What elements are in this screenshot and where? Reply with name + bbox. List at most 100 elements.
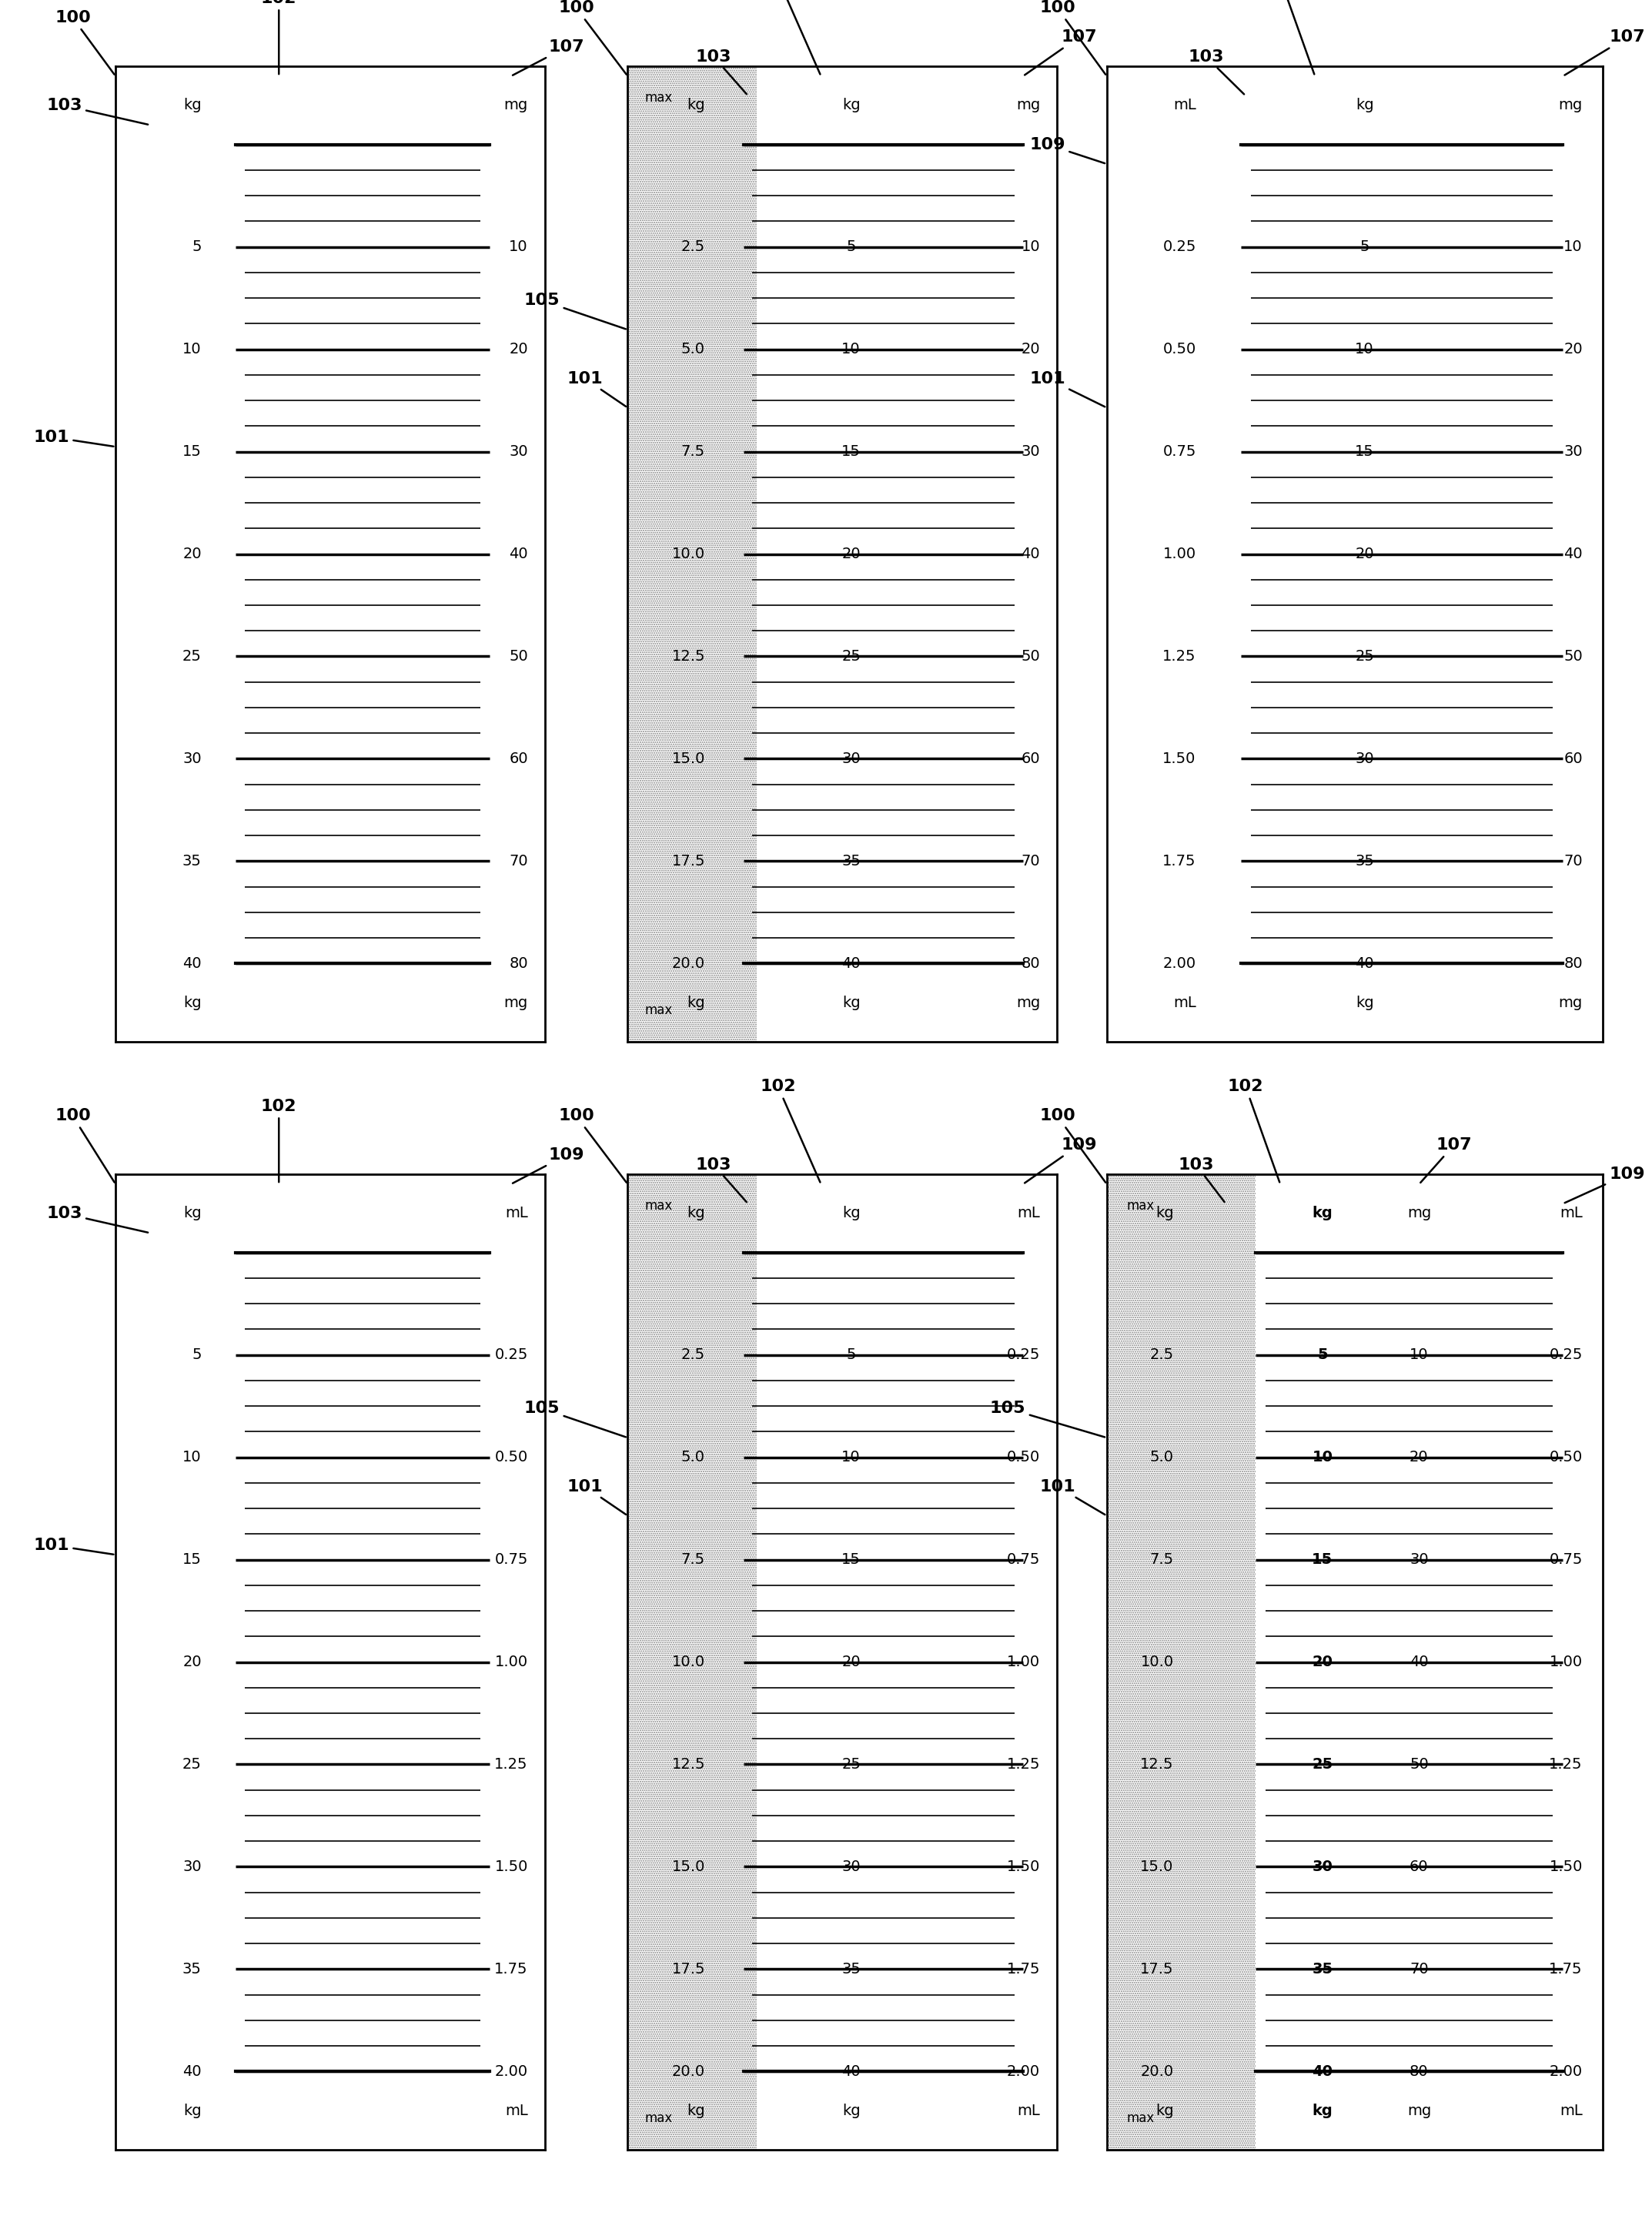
Text: 80: 80	[1409, 2063, 1429, 2079]
Text: 50: 50	[1021, 649, 1041, 665]
Text: kg: kg	[843, 1206, 861, 1221]
Text: 50: 50	[1563, 649, 1583, 665]
Text: 1.75: 1.75	[1163, 853, 1196, 869]
Text: 107: 107	[512, 40, 585, 75]
Text: 30: 30	[183, 751, 202, 767]
Text: kg: kg	[183, 1206, 202, 1221]
Text: 100: 100	[1039, 1108, 1105, 1183]
Text: max: max	[644, 91, 672, 104]
Text: 2.5: 2.5	[681, 239, 705, 255]
Text: 100: 100	[1039, 0, 1105, 75]
Text: 15: 15	[841, 443, 861, 459]
Text: 80: 80	[1564, 955, 1583, 971]
Text: 5.0: 5.0	[681, 341, 705, 357]
Text: 107: 107	[1024, 29, 1097, 75]
Text: 101: 101	[33, 430, 114, 445]
Text: 1.00: 1.00	[1550, 1655, 1583, 1669]
Text: 40: 40	[1564, 547, 1583, 561]
Text: 102: 102	[261, 0, 297, 73]
Text: 5.0: 5.0	[681, 1449, 705, 1465]
Text: kg: kg	[1155, 2103, 1173, 2118]
Text: 109: 109	[1564, 1168, 1645, 1203]
Text: 0.25: 0.25	[1163, 239, 1196, 255]
Text: 10: 10	[1021, 239, 1041, 255]
Text: mg: mg	[1558, 98, 1583, 113]
Text: 12.5: 12.5	[1140, 1757, 1173, 1773]
Text: 101: 101	[567, 370, 626, 406]
Text: max: max	[644, 1004, 672, 1017]
Text: mg: mg	[1408, 2103, 1431, 2118]
Text: kg: kg	[687, 1206, 705, 1221]
Text: 25: 25	[841, 649, 861, 665]
Text: 25: 25	[182, 1757, 202, 1773]
Text: 30: 30	[1564, 443, 1583, 459]
Text: 20: 20	[1409, 1449, 1429, 1465]
Text: kg: kg	[1312, 2103, 1333, 2118]
Text: 40: 40	[183, 955, 202, 971]
Text: 1.25: 1.25	[1006, 1757, 1041, 1773]
Text: 40: 40	[1021, 547, 1041, 561]
Text: 1.25: 1.25	[494, 1757, 529, 1773]
Text: mg: mg	[504, 995, 529, 1010]
Text: 103: 103	[1178, 1157, 1224, 1201]
Text: 17.5: 17.5	[672, 853, 705, 869]
Text: 1.50: 1.50	[1550, 1859, 1583, 1875]
Text: mg: mg	[1558, 995, 1583, 1010]
Text: 2.00: 2.00	[1163, 955, 1196, 971]
Text: 1.75: 1.75	[1006, 1961, 1041, 1977]
Text: 1.25: 1.25	[1163, 649, 1196, 665]
Text: 40: 40	[1409, 1655, 1429, 1669]
Text: 30: 30	[1021, 443, 1041, 459]
Text: 102: 102	[760, 1079, 819, 1183]
Text: 20: 20	[841, 547, 861, 561]
Text: 10: 10	[1564, 239, 1583, 255]
Text: 15: 15	[1312, 1551, 1333, 1567]
Text: mL: mL	[1173, 995, 1196, 1010]
Text: 103: 103	[695, 1157, 747, 1201]
Text: 7.5: 7.5	[681, 443, 705, 459]
Text: 15: 15	[841, 1551, 861, 1567]
Text: 35: 35	[1312, 1961, 1333, 1977]
Text: 70: 70	[509, 853, 529, 869]
Text: 20.0: 20.0	[672, 2063, 705, 2079]
Text: 12.5: 12.5	[672, 649, 705, 665]
Text: 30: 30	[1312, 1859, 1333, 1875]
Text: kg: kg	[1355, 98, 1374, 113]
Text: 103: 103	[1188, 49, 1244, 95]
Text: 101: 101	[33, 1538, 114, 1553]
Text: 35: 35	[1355, 853, 1374, 869]
Text: 40: 40	[841, 955, 861, 971]
Text: max: max	[644, 1199, 672, 1212]
Text: 15: 15	[1355, 443, 1374, 459]
Text: 0.50: 0.50	[1550, 1449, 1583, 1465]
Text: 1.25: 1.25	[1550, 1757, 1583, 1773]
Text: 20.0: 20.0	[1140, 2063, 1173, 2079]
Text: 40: 40	[509, 547, 529, 561]
Text: 103: 103	[46, 98, 149, 124]
Text: 102: 102	[1227, 1079, 1280, 1181]
Text: 7.5: 7.5	[681, 1551, 705, 1567]
Text: 10: 10	[509, 239, 529, 255]
Text: 5: 5	[192, 1347, 202, 1363]
Text: mL: mL	[506, 2103, 529, 2118]
Text: 0.75: 0.75	[1163, 443, 1196, 459]
Text: 103: 103	[46, 1206, 149, 1232]
Text: 109: 109	[1024, 1137, 1097, 1183]
Text: 35: 35	[841, 853, 861, 869]
Text: 103: 103	[695, 49, 747, 93]
Text: mg: mg	[1408, 1206, 1431, 1221]
Text: 15.0: 15.0	[672, 751, 705, 767]
Text: 60: 60	[1021, 751, 1041, 767]
Text: 101: 101	[567, 1478, 626, 1514]
Text: 100: 100	[55, 11, 114, 75]
Text: 0.75: 0.75	[494, 1551, 529, 1567]
Text: 100: 100	[558, 1108, 626, 1183]
Text: kg: kg	[843, 2103, 861, 2118]
Text: 35: 35	[182, 1961, 202, 1977]
Text: 2.00: 2.00	[1008, 2063, 1041, 2079]
Text: 20: 20	[1564, 341, 1583, 357]
Text: 10: 10	[1409, 1347, 1429, 1363]
Text: 17.5: 17.5	[1140, 1961, 1173, 1977]
Text: 1.50: 1.50	[494, 1859, 529, 1875]
Text: 15: 15	[182, 443, 202, 459]
